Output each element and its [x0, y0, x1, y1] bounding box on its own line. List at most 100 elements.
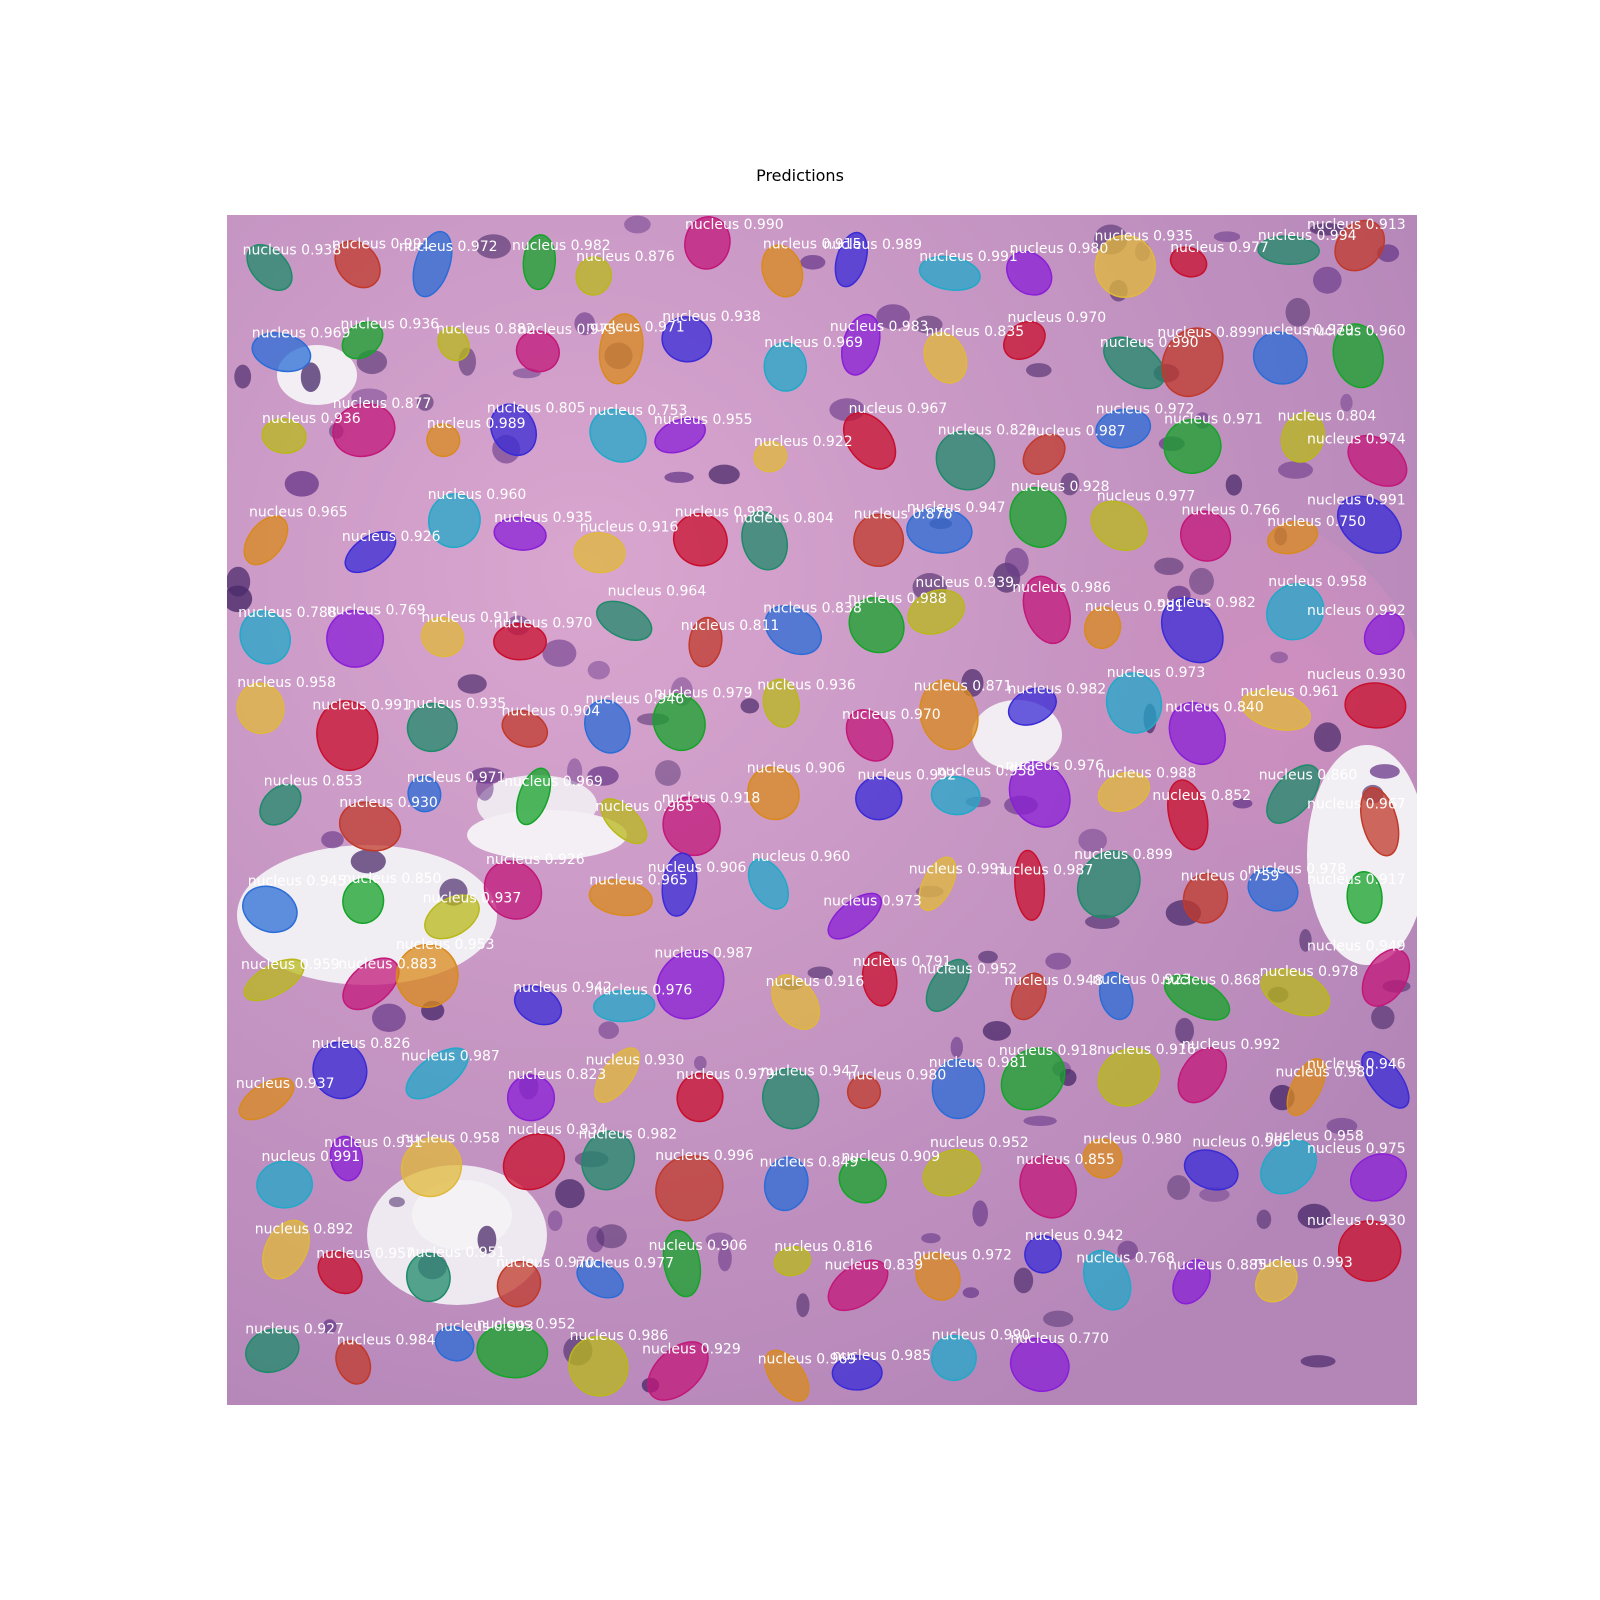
nucleus-label: nucleus 0.985: [832, 1348, 931, 1364]
nucleus-mask: [931, 1058, 986, 1120]
nucleus-label: nucleus 0.750: [1267, 514, 1366, 530]
nucleus-label: nucleus 0.982: [675, 505, 774, 521]
unlabeled-nucleus: [796, 1293, 810, 1318]
nucleus-mask: [1022, 433, 1066, 475]
nucleus-label: nucleus 0.984: [337, 1332, 436, 1348]
nucleus-mask: [838, 1157, 887, 1204]
nucleus-mask: [596, 600, 653, 642]
nucleus-mask: [236, 682, 285, 735]
nucleus-mask: [1247, 867, 1299, 912]
nucleus-mask: [262, 1219, 310, 1280]
nucleus-label: nucleus 0.948: [1004, 973, 1103, 989]
nucleus-label: nucleus 0.960: [428, 487, 527, 503]
nucleus-mask: [842, 412, 897, 470]
nucleus-label: nucleus 0.965: [249, 505, 348, 521]
nucleus-label: nucleus 0.951: [407, 1245, 506, 1261]
nucleus-label: nucleus 0.936: [262, 411, 361, 427]
unlabeled-nucleus: [1256, 1209, 1272, 1229]
nucleus-label: nucleus 0.923: [1092, 972, 1191, 988]
nucleus-label: nucleus 0.976: [594, 982, 693, 998]
nucleus-mask: [652, 693, 706, 752]
nucleus-mask: [1090, 500, 1148, 552]
nucleus-label: nucleus 0.952: [918, 962, 1017, 978]
unlabeled-nucleus: [321, 831, 344, 849]
unlabeled-nucleus: [740, 698, 760, 714]
nucleus-mask: [1361, 948, 1411, 1007]
nucleus-mask: [923, 332, 968, 384]
nucleus-label: nucleus 0.945: [248, 873, 347, 889]
nucleus-mask: [918, 255, 981, 291]
unlabeled-nucleus: [1270, 651, 1288, 664]
unlabeled-nucleus: [547, 1210, 563, 1231]
nucleus-label: nucleus 0.991: [312, 698, 411, 714]
unlabeled-nucleus: [705, 1232, 734, 1248]
nucleus-label: nucleus 0.993: [435, 1319, 534, 1335]
unlabeled-nucleus: [574, 312, 595, 336]
figure-title: Predictions: [756, 166, 844, 185]
unlabeled-nucleus: [1285, 297, 1311, 327]
nucleus-mask: [831, 1355, 883, 1391]
nucleus-label: nucleus 0.981: [929, 1055, 1028, 1071]
nucleus-label: nucleus 0.915: [763, 237, 862, 253]
nucleus-label: nucleus 0.883: [338, 956, 437, 972]
nucleus-mask: [344, 531, 397, 574]
nucleus-label: nucleus 0.871: [914, 679, 1013, 695]
nucleus-label: nucleus 0.877: [333, 396, 432, 412]
nucleus-label: nucleus 0.918: [999, 1043, 1098, 1059]
nucleus-label: nucleus 0.986: [570, 1328, 669, 1344]
nucleus-mask: [1266, 583, 1325, 641]
nucleus-mask: [1076, 850, 1141, 919]
nucleus-label: nucleus 0.860: [1259, 768, 1358, 784]
nucleus-mask: [594, 1047, 641, 1103]
nucleus-mask: [238, 1077, 295, 1121]
nucleus-label: nucleus 0.992: [1182, 1037, 1281, 1053]
nucleus-label: nucleus 0.972: [399, 239, 498, 255]
nucleus-label: nucleus 0.971: [1164, 412, 1263, 428]
nucleus-label: nucleus 0.991: [332, 237, 431, 253]
nucleus-label: nucleus 0.980: [1276, 1065, 1375, 1081]
nucleus-label: nucleus 0.964: [608, 584, 707, 600]
unlabeled-nucleus: [596, 1224, 627, 1249]
unlabeled-nucleus: [1225, 474, 1243, 496]
unlabeled-nucleus: [300, 362, 321, 392]
nucleus-label: nucleus 0.927: [245, 1322, 344, 1338]
nucleus-label: nucleus 0.928: [1011, 479, 1110, 495]
nucleus-mask: [1347, 434, 1408, 487]
nucleus-mask: [1000, 1047, 1066, 1111]
nucleus-label: nucleus 0.839: [825, 1258, 924, 1274]
nucleus-label: nucleus 0.930: [586, 1052, 685, 1068]
nucleus-mask: [426, 423, 461, 458]
nucleus-mask: [1169, 246, 1208, 278]
nucleus-mask: [1182, 872, 1229, 924]
unlabeled-nucleus: [587, 766, 619, 786]
unlabeled-nucleus: [655, 760, 681, 786]
nucleus-label: nucleus 0.969: [504, 774, 603, 790]
nucleus-mask: [1361, 1050, 1410, 1109]
nucleus-mask: [1014, 849, 1046, 921]
nucleus-mask: [405, 1252, 451, 1303]
nucleus-label: nucleus 0.971: [586, 320, 685, 336]
nucleus-mask: [1022, 575, 1071, 645]
nucleus-mask: [1006, 250, 1053, 296]
unlabeled-nucleus: [718, 1245, 732, 1272]
nucleus-mask: [316, 700, 379, 772]
nucleus-label: nucleus 0.936: [341, 316, 440, 332]
nucleus-mask: [1350, 1153, 1407, 1202]
nucleus-label: nucleus 0.882: [436, 322, 535, 338]
nucleus-label: nucleus 0.942: [1025, 1228, 1124, 1244]
nucleus-label: nucleus 0.835: [926, 324, 1025, 340]
nucleus-label: nucleus 0.913: [1307, 217, 1406, 233]
nucleus-mask: [762, 678, 800, 728]
nucleus-mask: [773, 1246, 812, 1277]
unlabeled-nucleus: [1043, 1310, 1074, 1328]
nucleus-mask: [1007, 687, 1057, 726]
nucleus-mask: [741, 510, 789, 571]
nucleus-label: nucleus 0.958: [1265, 1128, 1364, 1144]
nucleus-mask: [925, 958, 970, 1012]
nucleus-label: nucleus 0.991: [1307, 493, 1406, 509]
nucleus-label: nucleus 0.973: [1107, 665, 1206, 681]
nucleus-mask: [827, 1259, 889, 1312]
nucleus-mask: [334, 240, 381, 289]
nucleus-label: nucleus 0.969: [252, 326, 351, 342]
nucleus-mask: [522, 234, 557, 291]
